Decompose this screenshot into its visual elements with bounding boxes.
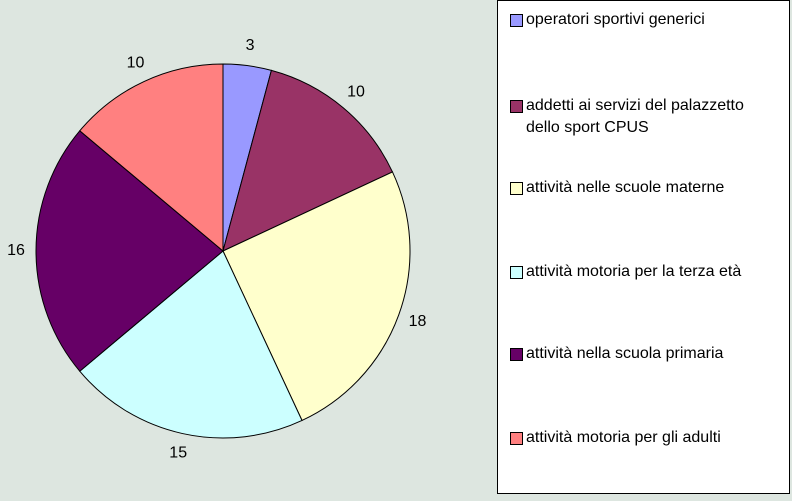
pie-area: 3 10 18 15 16 10 xyxy=(7,37,427,461)
legend-label: addetti ai servizi del palazzetto dello … xyxy=(526,97,744,136)
data-label: 15 xyxy=(169,444,187,461)
legend-swatch xyxy=(510,100,523,113)
data-label: 10 xyxy=(127,55,145,72)
legend-label: attività nelle scuole materne xyxy=(526,179,725,196)
pie-slice xyxy=(35,130,224,372)
data-label: 16 xyxy=(7,242,25,259)
legend-swatch xyxy=(510,266,523,279)
data-label: 18 xyxy=(409,313,427,330)
legend-label: attività nella scuola primaria xyxy=(526,345,724,362)
pie-slice xyxy=(79,250,303,439)
data-label: 10 xyxy=(347,84,365,101)
legend-entry: attività motoria per gli adulti xyxy=(510,427,782,449)
legend-label: operatori sportivi generici xyxy=(526,11,705,28)
legend-label: attività motoria per la terza età xyxy=(526,263,742,280)
data-label: 3 xyxy=(246,37,255,54)
legend-entry: addetti ai servizi del palazzetto dello … xyxy=(510,95,782,139)
legend-entry: operatori sportivi generici xyxy=(510,9,782,31)
legend-entry: attività nella scuola primaria xyxy=(510,343,782,365)
legend-swatch xyxy=(510,14,523,27)
legend-swatch xyxy=(510,432,523,445)
legend-swatch xyxy=(510,348,523,361)
pie-slice xyxy=(79,63,224,253)
legend: operatori sportivi generici addetti ai se… xyxy=(497,0,790,494)
pie-slice xyxy=(222,171,411,422)
legend-entry: attività motoria per la terza età xyxy=(510,261,782,283)
legend-entry: attività nelle scuole materne xyxy=(510,177,782,199)
legend-swatch xyxy=(510,182,523,195)
legend-label: attività motoria per gli adulti xyxy=(526,429,721,446)
pie-slice xyxy=(222,69,394,252)
